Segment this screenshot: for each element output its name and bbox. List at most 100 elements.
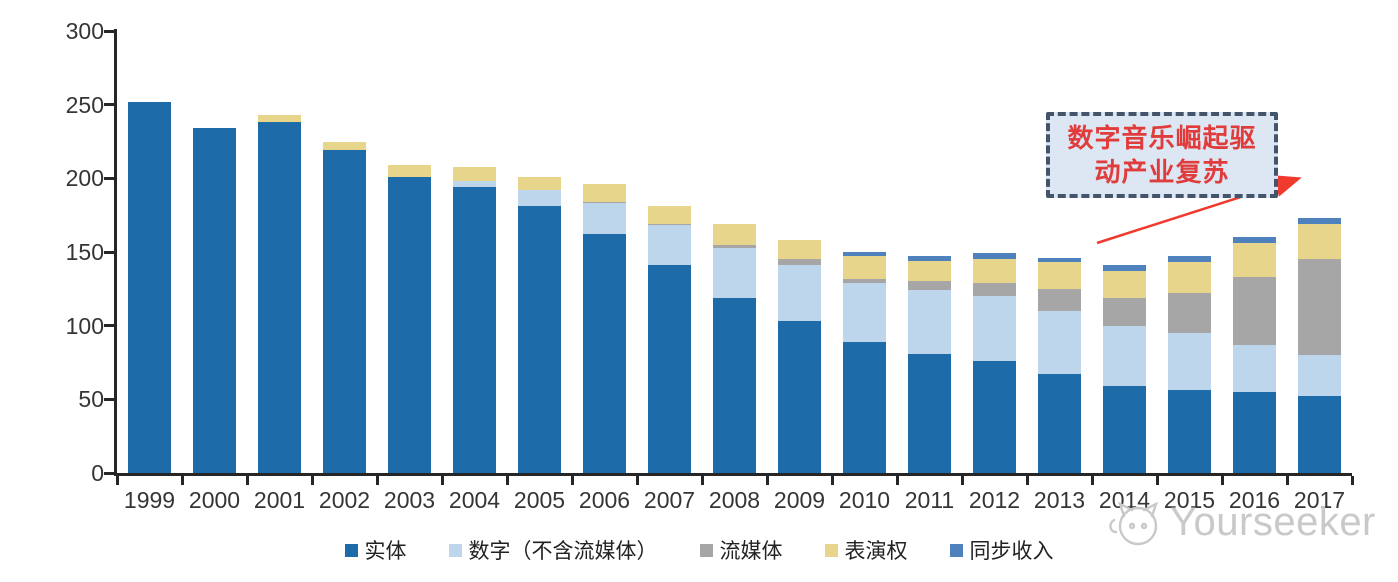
x-axis-tick [1220,476,1224,485]
x-axis-tick [1155,476,1159,485]
x-tick-label: 2012 [968,487,1021,513]
bar-segment [1233,237,1276,244]
bar-segment [1298,396,1341,473]
bar-segment [648,225,691,266]
bar-segment [713,297,756,473]
bar-segment [1233,277,1276,345]
bar-segment [908,260,951,282]
y-tick-label: 50 [78,386,104,413]
bar-segment [973,282,1016,297]
bar-segment [453,187,496,473]
legend-swatch [448,543,462,557]
bar-segment [323,141,366,151]
bar-segment [1103,265,1146,272]
bar-segment [518,190,561,207]
legend-item: 数字（不含流媒体） [448,535,658,565]
bar-segment [843,252,886,257]
y-tick-label: 150 [65,239,104,265]
x-axis [114,473,1352,476]
x-axis-tick [895,476,899,485]
legend-swatch [949,543,963,557]
x-tick-label: 2008 [708,487,761,513]
bar-segment [1298,218,1341,224]
y-tick-label: 0 [91,460,104,486]
bar-segment [843,282,886,342]
bar-segment [388,165,431,177]
x-axis-tick [830,476,834,485]
bar-segment [518,176,561,191]
bar-segment [1233,344,1276,392]
bar-segment [713,247,756,298]
bar-segment [388,176,431,473]
bar-segment [583,234,626,473]
legend-label: 流媒体 [719,540,783,563]
y-axis-tick [104,250,114,254]
x-axis-tick [1285,476,1289,485]
bar-segment [193,128,236,473]
y-tick-label: 200 [65,165,104,192]
bar-segment [973,259,1016,283]
bar-segment [1168,293,1211,334]
x-axis-tick [115,476,119,485]
bar-segment [583,201,626,204]
y-tick-label: 100 [65,312,104,339]
y-axis-tick [104,397,114,401]
watermark: Yourseeker [1106,496,1376,548]
y-axis-tick [104,471,114,475]
bar-segment [1103,297,1146,326]
x-axis-tick [375,476,379,485]
annotation-text-line1: 数字音乐崛起驱 [1067,123,1257,153]
x-tick-label: 2001 [253,487,306,513]
bar-segment [1038,262,1081,289]
bar-segment [648,265,691,473]
bar-segment [1298,259,1341,356]
bar-segment [1233,243,1276,278]
x-axis-tick [570,476,574,485]
annotation-text-line2: 动产业复苏 [1094,157,1230,187]
legend-label: 表演权 [844,540,908,563]
bar-segment [323,150,366,473]
bar-segment [973,361,1016,473]
bar-segment [778,240,821,260]
x-tick-label: 2006 [578,487,631,513]
x-axis-tick [245,476,249,485]
y-axis [114,29,117,473]
bar-segment [1298,355,1341,397]
legend-label: 数字（不含流媒体） [468,540,658,563]
bar-segment [258,114,301,123]
x-axis-tick [635,476,639,485]
legend-label: 实体 [364,540,407,563]
x-tick-label: 1999 [123,487,176,513]
bar-segment [843,256,886,279]
x-tick-label: 2002 [318,487,371,513]
x-tick-label: 2010 [838,487,891,513]
bar-segment [1038,374,1081,473]
watermark-text: Yourseeker [1170,499,1376,544]
x-tick-label: 2009 [773,487,826,513]
x-tick-label: 2007 [643,487,696,513]
bar-segment [1168,262,1211,294]
legend-swatch [344,543,358,557]
y-tick-label: 250 [65,91,104,118]
bar-segment [128,101,171,473]
x-axis-tick [505,476,509,485]
bar-segment [973,253,1016,260]
bar-segment [1103,271,1146,298]
x-tick-label: 2005 [513,487,566,513]
x-axis-tick [310,476,314,485]
x-tick-label: 2003 [383,487,436,513]
bar-segment [258,122,301,473]
bar-segment [1168,256,1211,263]
y-axis-tick [104,103,114,107]
legend-swatch [824,543,838,557]
bar-segment [453,166,496,182]
bar-segment [648,224,691,226]
bar-segment [1168,390,1211,473]
x-tick-label: 2016 [1228,487,1281,513]
bar-segment [843,278,886,283]
bar-segment [778,259,821,266]
x-tick-label: 2004 [448,487,501,513]
x-axis-tick [960,476,964,485]
x-axis-tick [765,476,769,485]
